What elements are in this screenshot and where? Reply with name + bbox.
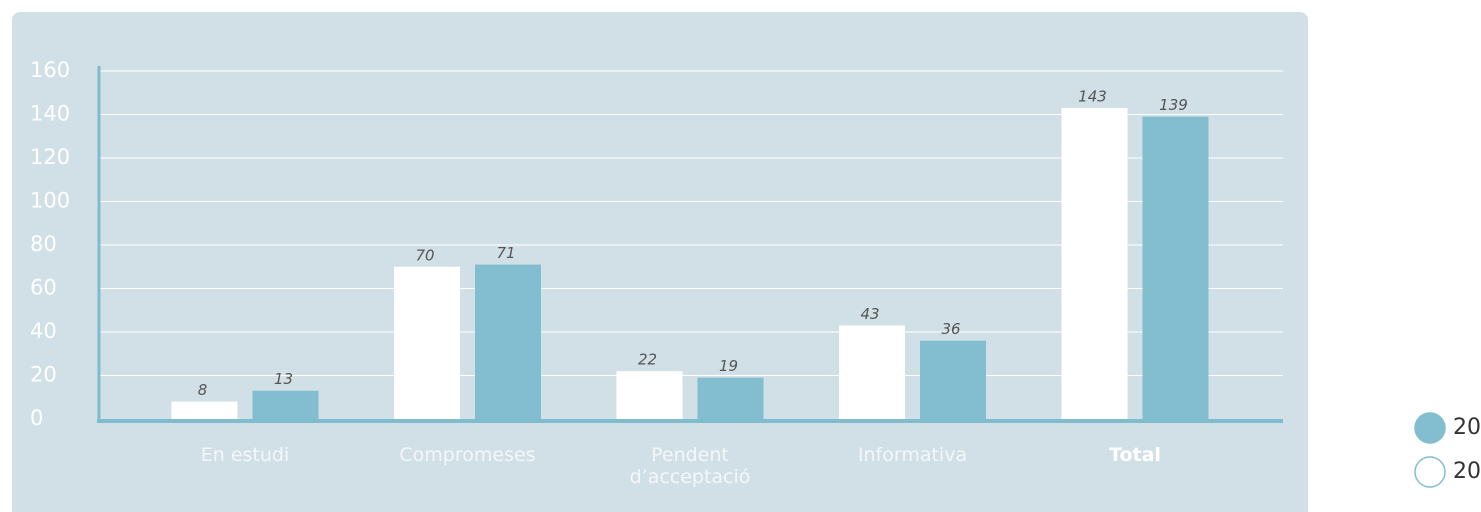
legend-swatch <box>1414 412 1446 444</box>
bar <box>839 325 905 419</box>
value-label: 19 <box>719 357 738 375</box>
bar <box>616 371 683 419</box>
bar <box>1142 116 1209 420</box>
value-label: 143 <box>1078 87 1107 105</box>
legend-swatch <box>1414 456 1446 488</box>
value-label: 71 <box>496 244 515 262</box>
value-label: 70 <box>415 246 434 264</box>
y-tick-label: 120 <box>30 145 70 169</box>
bar <box>697 377 764 419</box>
bar <box>252 390 319 419</box>
bar <box>394 266 460 419</box>
value-label: 139 <box>1159 96 1188 114</box>
bar <box>171 401 238 419</box>
y-tick-label: 160 <box>30 58 70 82</box>
y-tick-label: 80 <box>30 232 57 256</box>
y-tick-label: 20 <box>30 363 57 387</box>
bar <box>475 264 541 419</box>
value-label: 8 <box>198 381 208 399</box>
value-label: 22 <box>638 351 657 369</box>
y-tick-label: 40 <box>30 319 57 343</box>
y-tick-label: 0 <box>30 406 43 430</box>
y-tick-label: 60 <box>30 276 57 300</box>
y-tick-label: 100 <box>30 189 70 213</box>
value-label: 43 <box>860 305 879 323</box>
x-tick-label: Informativa <box>857 444 968 466</box>
value-label: 13 <box>274 370 293 388</box>
x-tick-label: Total <box>1109 444 1161 466</box>
y-tick-label: 140 <box>30 102 70 126</box>
x-tick-label: Pendent d’acceptació <box>629 444 751 488</box>
x-tick-label: Compromeses <box>399 444 536 466</box>
x-tick-label: En estudi <box>200 444 290 466</box>
value-label: 36 <box>941 320 960 338</box>
bar <box>920 340 986 419</box>
legend-label: 2021 <box>1453 459 1481 484</box>
bar <box>1061 107 1128 419</box>
legend-label: 2022 <box>1453 415 1481 440</box>
